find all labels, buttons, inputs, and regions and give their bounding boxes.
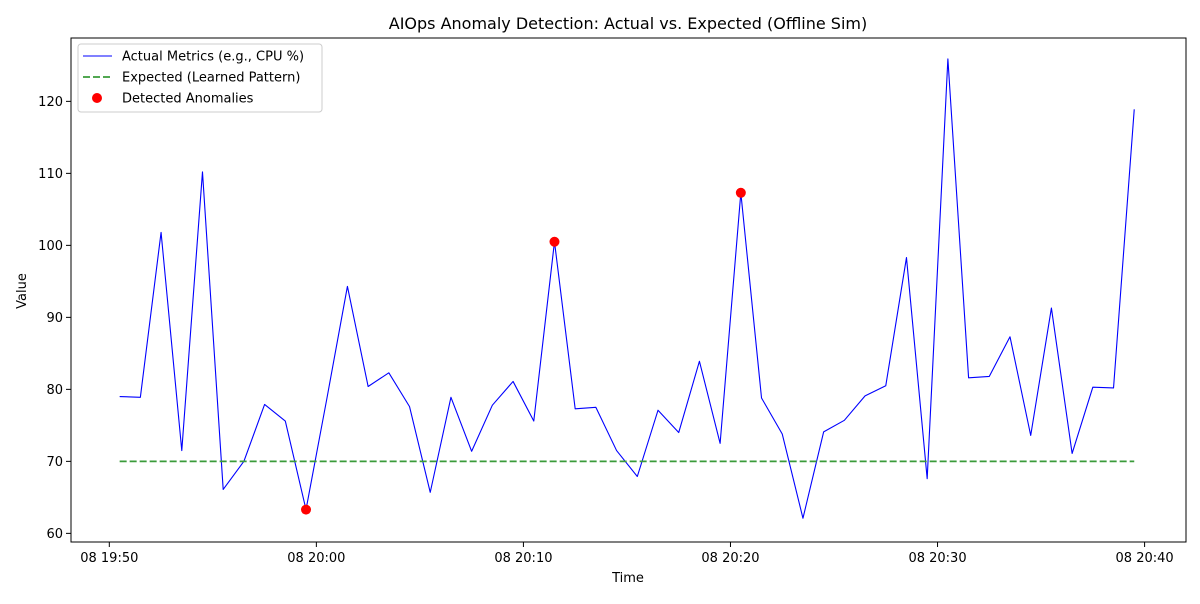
legend-label: Expected (Learned Pattern) (122, 71, 300, 86)
y-tick-label: 120 (38, 95, 63, 110)
legend-label: Detected Anomalies (122, 92, 254, 107)
x-tick-label: 08 20:00 (287, 551, 345, 566)
y-tick-label: 100 (38, 239, 63, 254)
actual-metrics-line (119, 58, 1135, 519)
legend-label: Actual Metrics (e.g., CPU %) (122, 50, 304, 65)
legend-swatch-anomaly (92, 93, 102, 103)
anomaly-marker (301, 504, 312, 515)
anomaly-marker (735, 187, 746, 198)
axes: 08 19:50 08 20:00 08 20:10 08 20:20 08 20:30… (38, 37, 1187, 566)
y-tick-label: 110 (38, 167, 63, 182)
legend: Actual Metrics (e.g., CPU %) Expected (Le… (77, 43, 323, 113)
y-tick-label: 60 (46, 527, 63, 542)
chart-title: AIOps Anomaly Detection: Actual vs. Expe… (389, 14, 867, 33)
x-tick-label: 08 20:30 (908, 551, 966, 566)
axes-frame (70, 37, 1187, 543)
x-tick-label: 08 20:20 (701, 551, 759, 566)
x-axis-label: Time (611, 571, 644, 586)
anomaly-marker (549, 236, 560, 247)
x-tick-label: 08 20:10 (494, 551, 552, 566)
legend-box (77, 43, 323, 113)
x-tick-label: 08 20:40 (1116, 551, 1174, 566)
x-tick-label: 08 19:50 (80, 551, 138, 566)
y-tick-label: 80 (46, 383, 63, 398)
y-tick-label: 90 (46, 311, 63, 326)
y-tick-label: 70 (46, 455, 63, 470)
plot-area (119, 58, 1135, 519)
y-axis-label: Value (15, 273, 30, 309)
